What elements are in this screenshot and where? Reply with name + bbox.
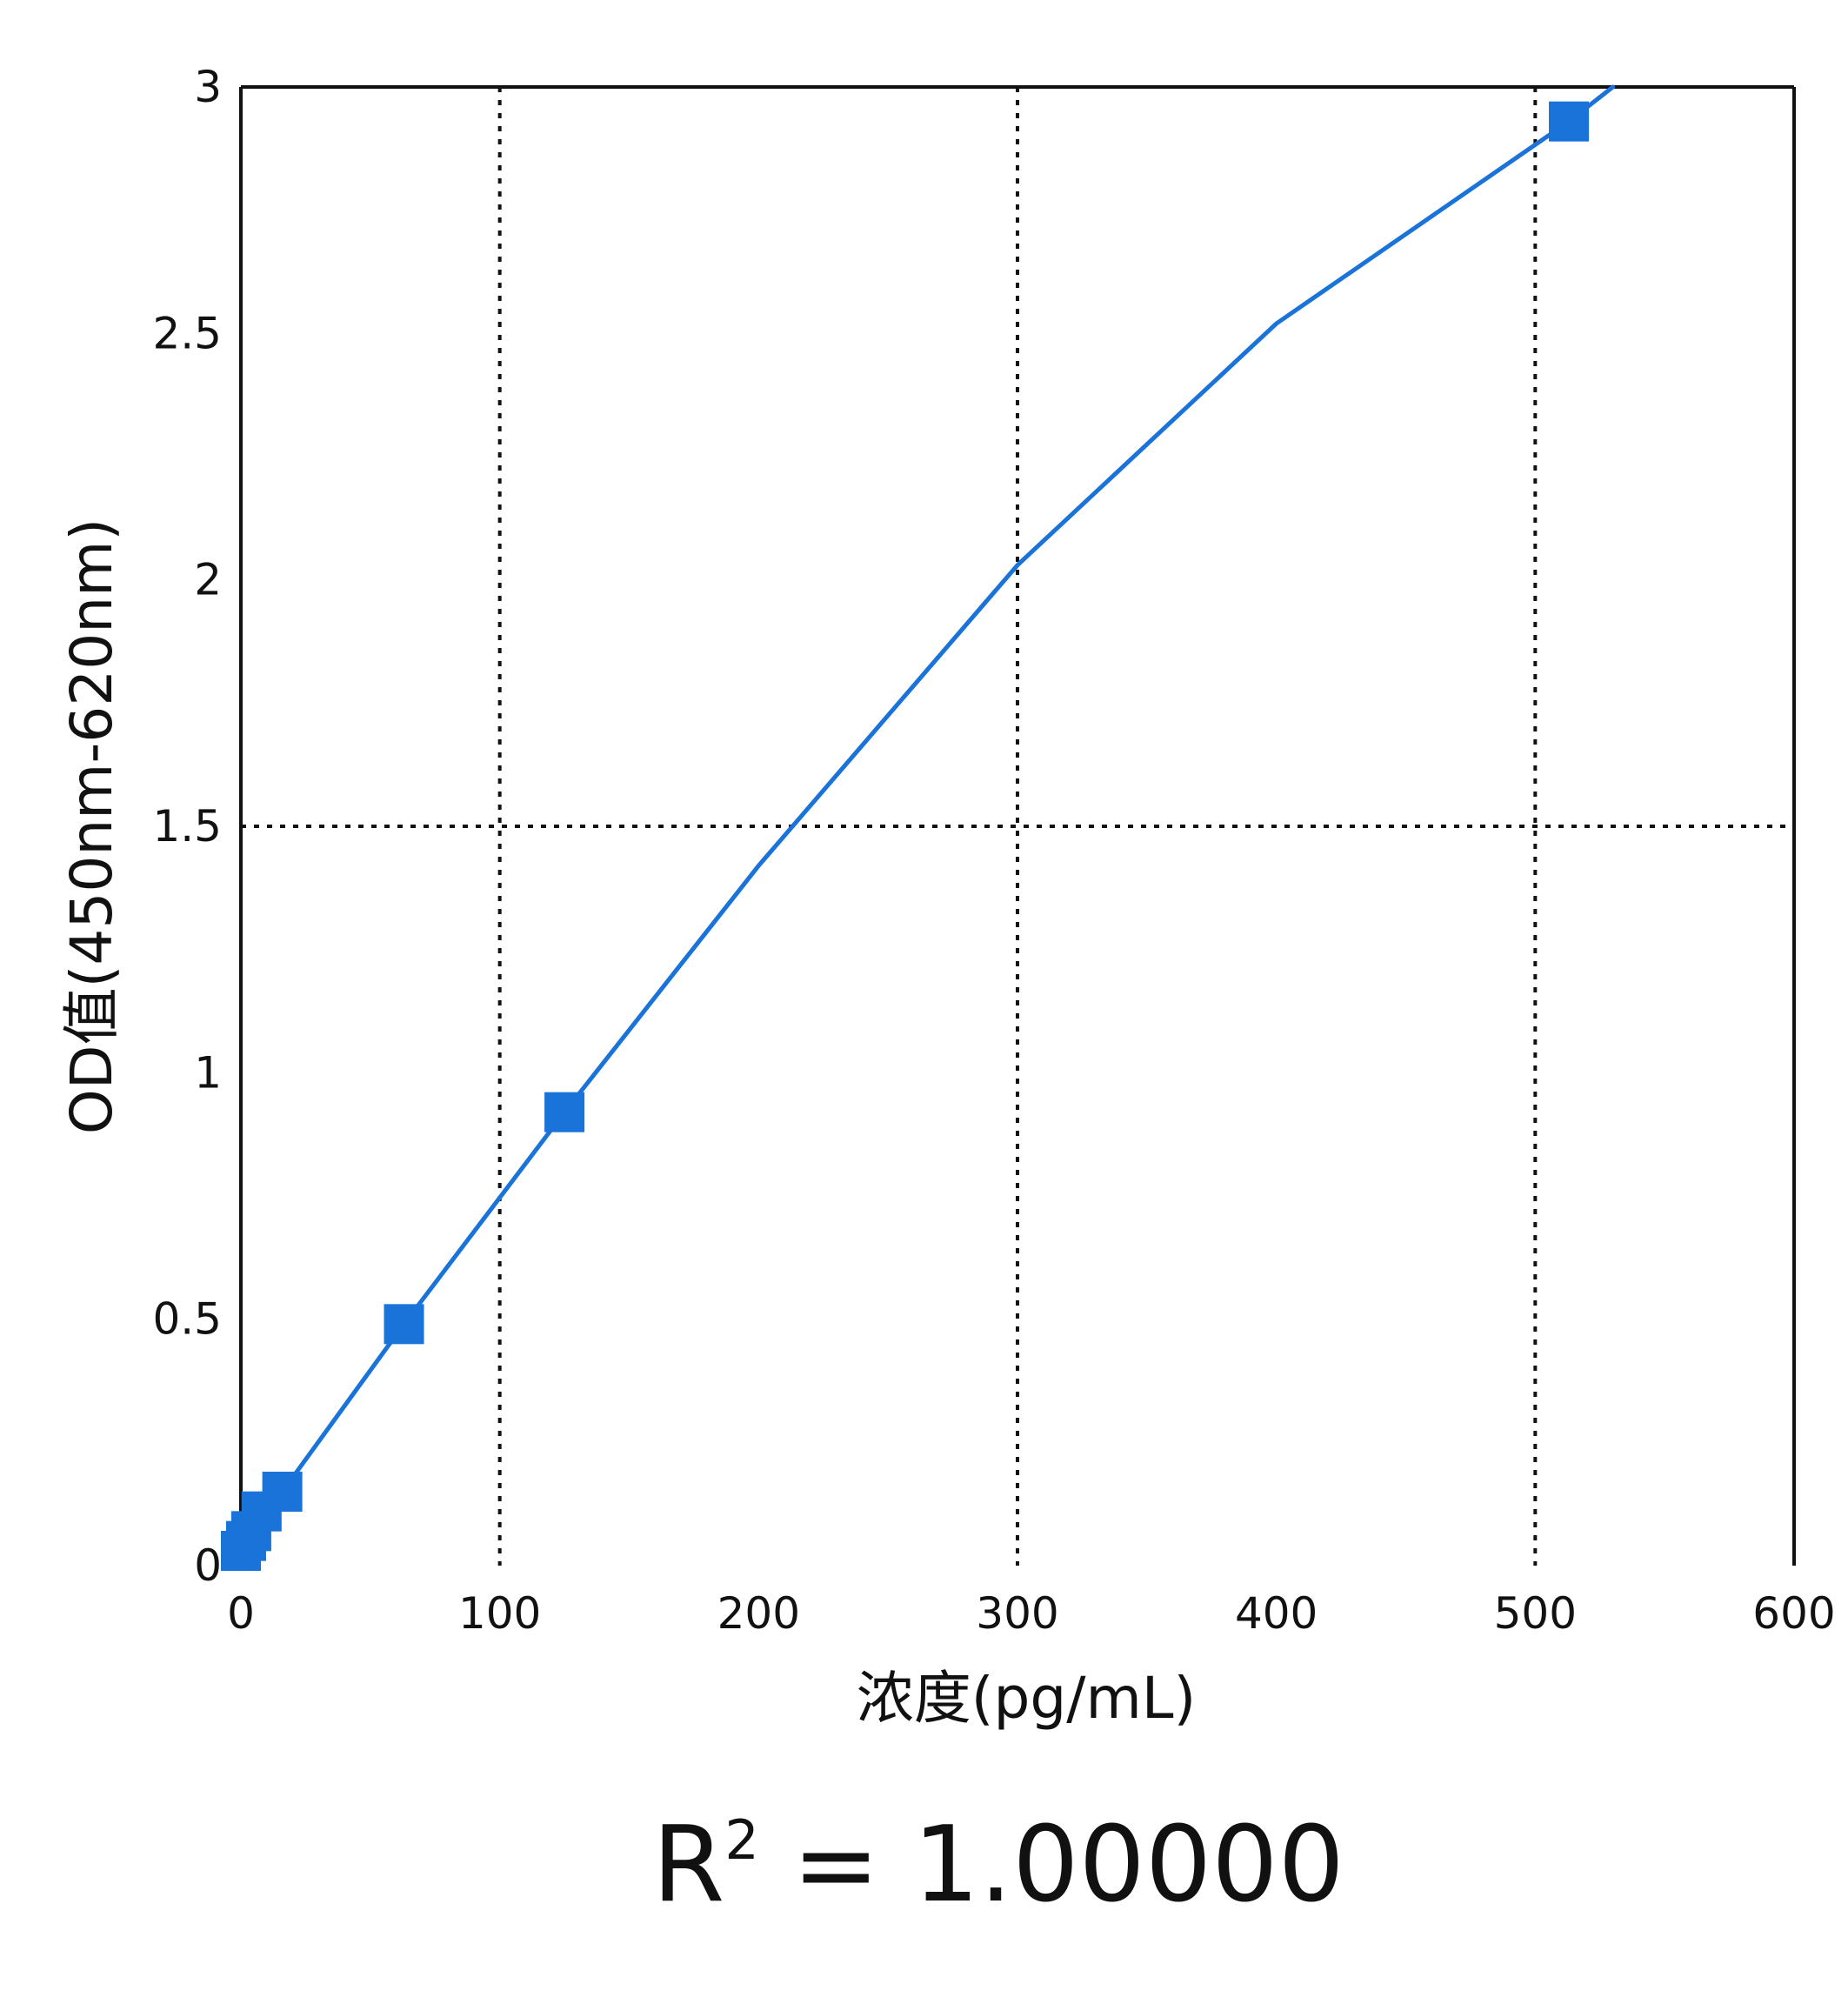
- x-tick-label: 200: [717, 1588, 800, 1639]
- y-axis-label: OD值(450nm-620nm): [58, 518, 125, 1134]
- x-tick-label: 500: [1494, 1588, 1577, 1639]
- y-tick-label: 2.5: [152, 308, 222, 358]
- y-tick-label: 0: [194, 1540, 222, 1591]
- data-points: [221, 101, 1590, 1571]
- x-tick-label: 100: [458, 1588, 541, 1639]
- data-point: [544, 1092, 585, 1132]
- y-tick-label: 1: [194, 1047, 222, 1098]
- y-tick-label: 2: [194, 555, 222, 605]
- plot-frame: [239, 85, 1796, 1566]
- x-axis-label: 浓度(pg/mL): [857, 1665, 1197, 1732]
- fit-curve-line: [238, 84, 1616, 1553]
- x-tick-labels: 0 100 200 300 400 500 600: [227, 1588, 1836, 1639]
- r-squared-annotation: R2 = 1.00000: [652, 1805, 1344, 1926]
- fit-curve: [238, 84, 1616, 1553]
- r2-superscript: 2: [724, 1808, 758, 1872]
- data-point: [1549, 101, 1590, 142]
- grid-lines: [241, 87, 1794, 1566]
- y-tick-labels: 0 0.5 1 1.5 2 2.5 3: [152, 62, 222, 1591]
- x-tick-label: 400: [1235, 1588, 1318, 1639]
- y-tick-label: 3: [194, 62, 222, 112]
- x-tick-label: 300: [976, 1588, 1058, 1639]
- y-tick-label: 0.5: [152, 1294, 222, 1345]
- x-tick-label: 0: [227, 1588, 255, 1639]
- r2-prefix: R: [652, 1805, 724, 1926]
- data-point: [384, 1304, 424, 1345]
- x-tick-label: 600: [1752, 1588, 1835, 1639]
- y-tick-label: 1.5: [152, 801, 222, 852]
- data-point: [262, 1472, 303, 1512]
- r2-value: = 1.00000: [759, 1805, 1344, 1926]
